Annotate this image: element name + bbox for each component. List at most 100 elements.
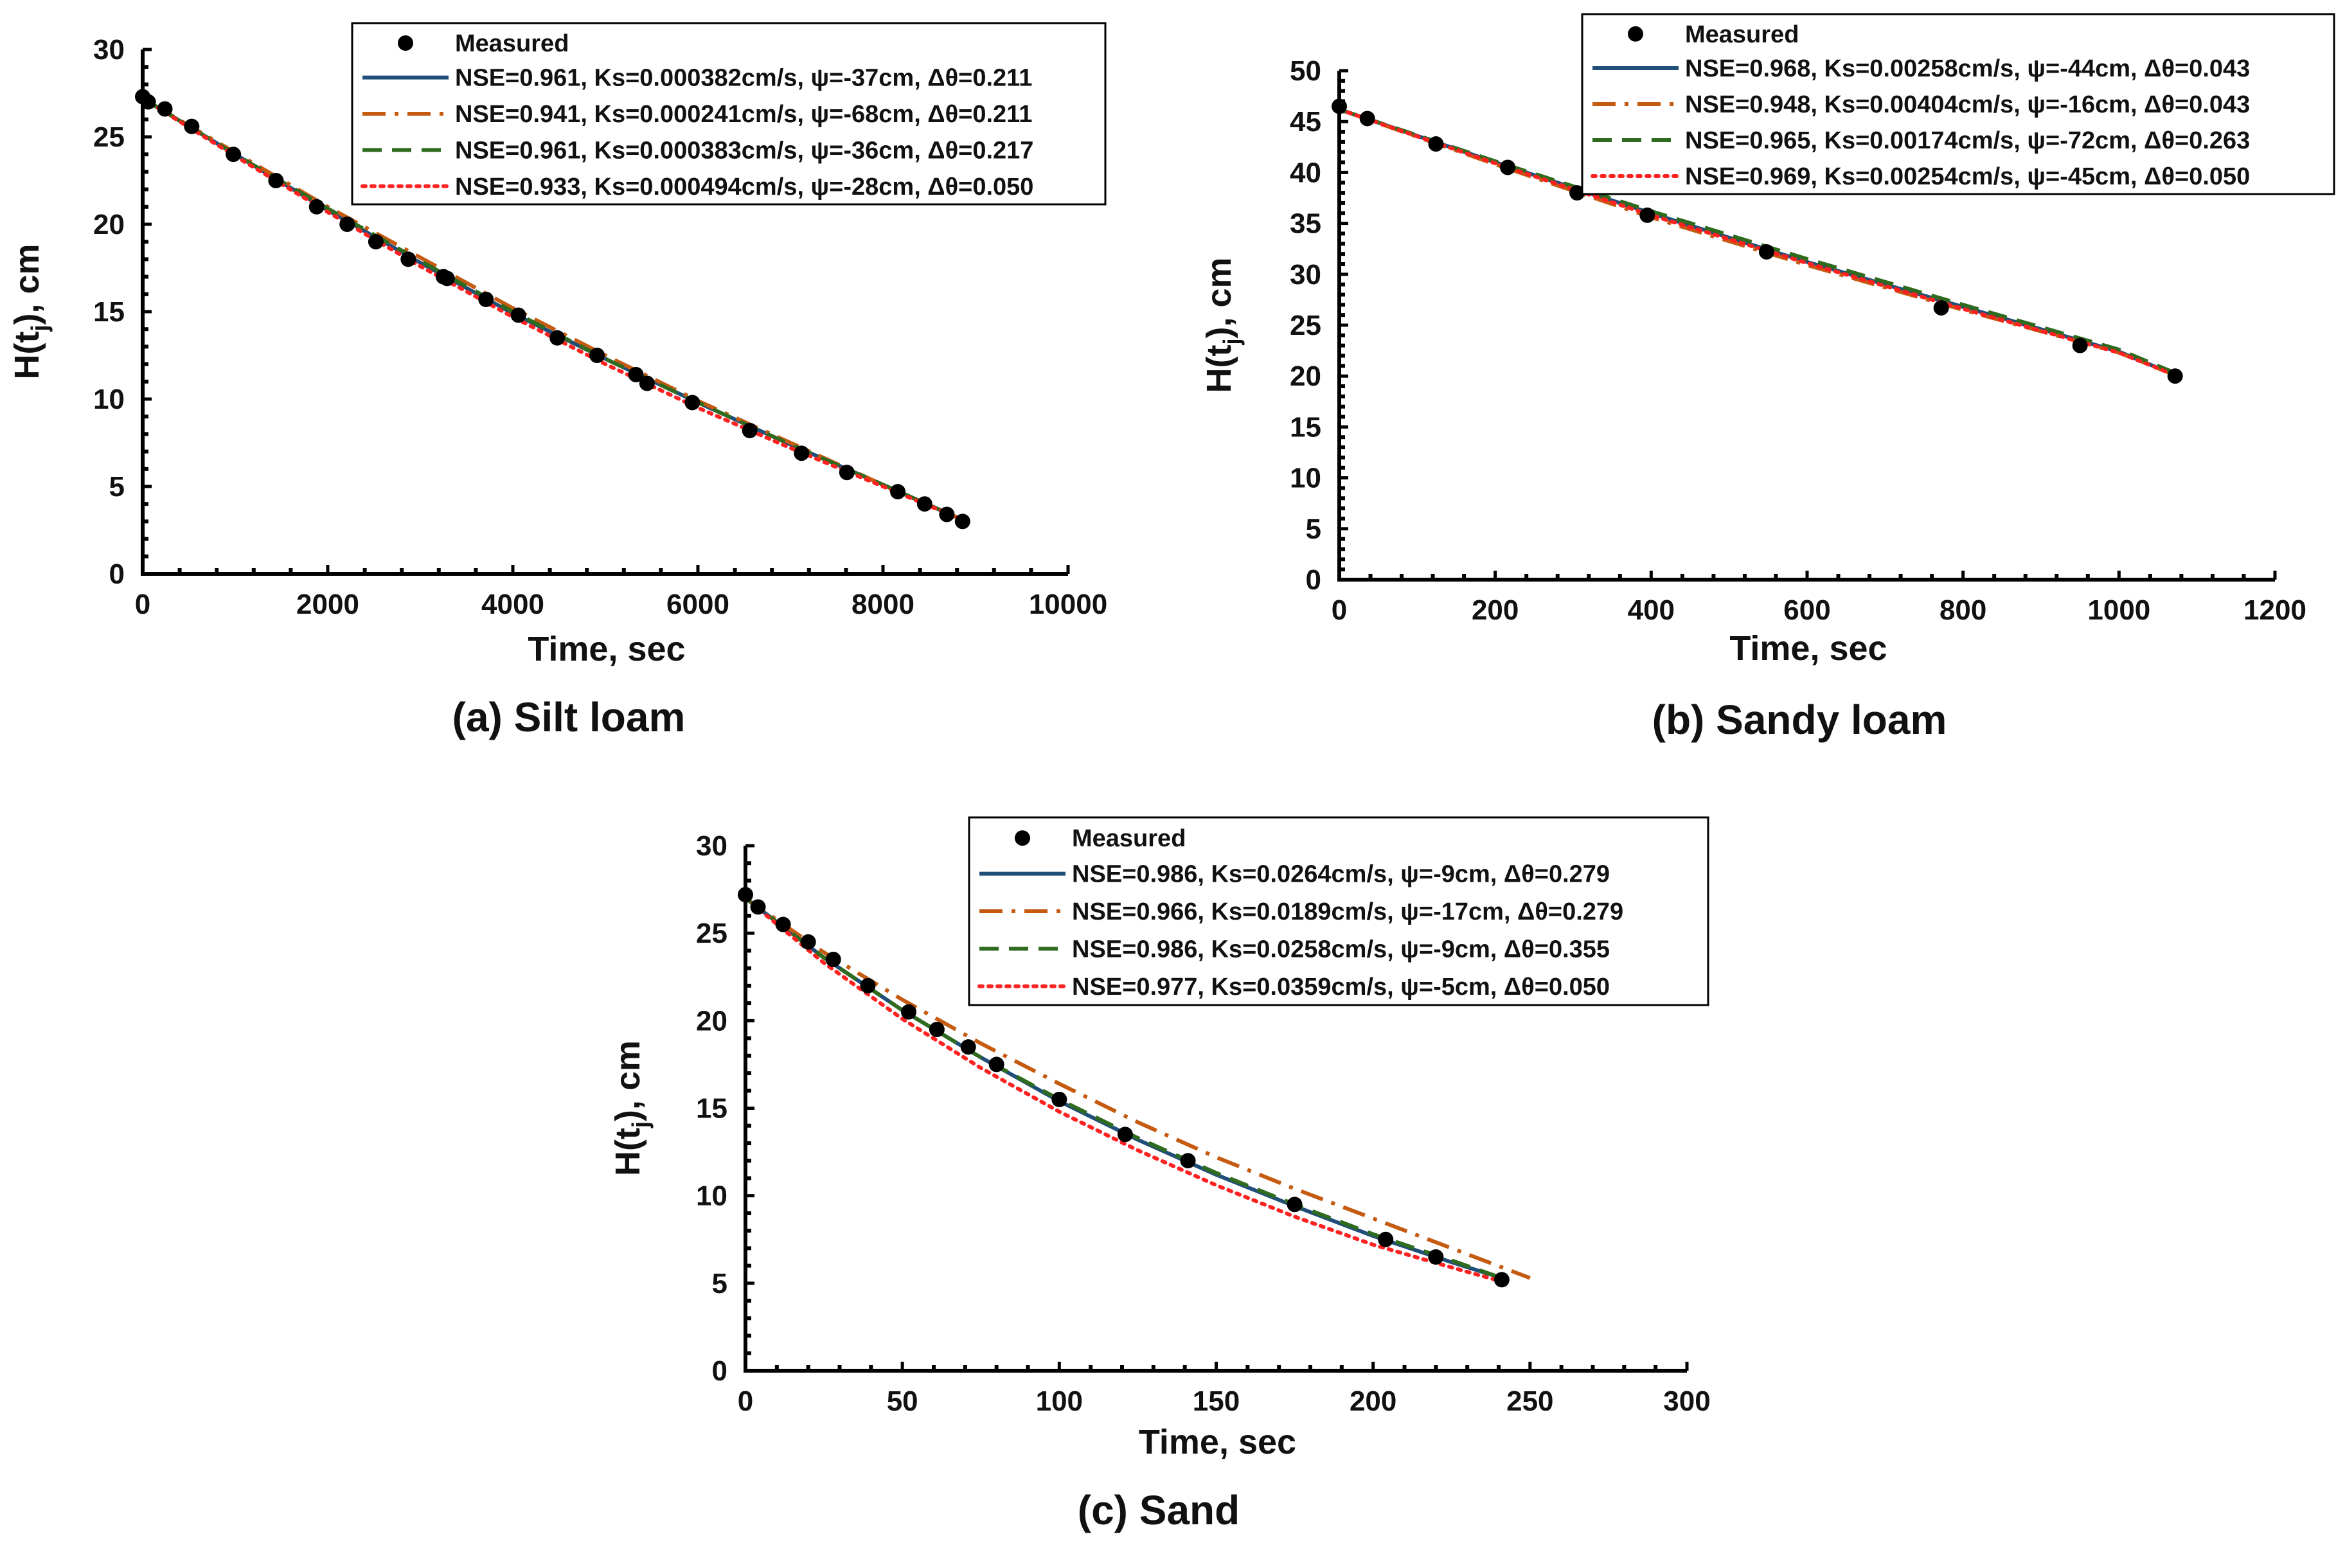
x-tick-label: 100 — [1036, 1385, 1083, 1417]
y-tick-label: 5 — [712, 1268, 727, 1299]
y-tick-label: 20 — [93, 209, 125, 240]
x-tick-label: 8000 — [852, 589, 914, 620]
x-tick-label: 1000 — [2087, 594, 2150, 626]
measured-point — [1051, 1091, 1067, 1107]
measured-point — [1287, 1197, 1303, 1213]
legend-label-3: NSE=0.965, Ks=0.00174cm/s, ψ=-72cm, Δθ=0… — [1685, 127, 2250, 154]
legend-label-2: NSE=0.948, Ks=0.00404cm/s, ψ=-16cm, Δθ=0… — [1685, 91, 2250, 118]
panel-caption: (b) Sandy loam — [1652, 697, 1947, 743]
legend-measured-marker — [1628, 26, 1643, 42]
measured-point — [268, 173, 284, 188]
measured-point — [839, 465, 855, 481]
y-tick-label: 30 — [1290, 259, 1321, 290]
measured-point — [1359, 111, 1375, 127]
x-tick-label: 200 — [1472, 594, 1519, 626]
legend-label-3: NSE=0.961, Ks=0.000383cm/s, ψ=-36cm, Δθ=… — [455, 137, 1033, 164]
chart-panel-2: 0 200 400 600 800 1000 1200 0 5 10 15 20 25 30 35 40 45 5… — [1200, 13, 2335, 743]
measured-point — [308, 199, 325, 215]
measured-point — [1569, 185, 1585, 201]
legend-measured-marker — [1015, 830, 1030, 846]
legend-measured-marker — [398, 35, 413, 51]
x-tick-label: 800 — [1939, 594, 1986, 626]
y-tick-label: 5 — [109, 471, 125, 503]
legend-box — [1581, 13, 2335, 195]
x-tick-label: 400 — [1628, 594, 1675, 626]
measured-point — [226, 147, 242, 163]
y-axis-title: H(tj), cm — [8, 244, 53, 379]
y-tick-label: 25 — [696, 918, 727, 949]
measured-point — [929, 1021, 945, 1037]
measured-point — [140, 94, 156, 110]
x-tick-label: 0 — [738, 1385, 753, 1417]
measured-point — [860, 977, 876, 993]
measured-point — [439, 271, 455, 287]
measured-point — [1378, 1231, 1394, 1247]
legend-measured-label: Measured — [1072, 825, 1186, 852]
x-tick-label: 6000 — [666, 589, 729, 620]
legend-label-1: NSE=0.961, Ks=0.000382cm/s, ψ=-37cm, Δθ=… — [455, 65, 1032, 92]
y-tick-label: 35 — [1290, 208, 1321, 240]
panel-caption: (c) Sand — [1078, 1487, 1240, 1533]
y-tick-label: 45 — [1290, 106, 1321, 138]
y-tick-label: 10 — [696, 1180, 727, 1212]
legend-label-4: NSE=0.933, Ks=0.000494cm/s, ψ=-28cm, Δθ=… — [455, 174, 1033, 200]
legend: Measured NSE=0.986, Ks=0.0264cm/s, ψ=-9cm… — [968, 816, 1709, 1006]
measured-point — [750, 899, 766, 915]
legend-measured-label: Measured — [1685, 21, 1799, 48]
y-tick-label: 5 — [1306, 513, 1321, 545]
x-tick-label: 200 — [1350, 1385, 1396, 1417]
x-axis-title: Time, sec — [528, 630, 685, 668]
x-tick-label: 250 — [1506, 1385, 1553, 1417]
measured-point — [988, 1056, 1004, 1073]
x-tick-label: 0 — [135, 589, 150, 620]
legend-label-2: NSE=0.966, Ks=0.0189cm/s, ψ=-17cm, Δθ=0.… — [1072, 898, 1623, 925]
x-tick-label: 1200 — [2243, 594, 2306, 626]
y-tick-label: 50 — [1290, 55, 1321, 87]
chart-panel-1: 0 2000 4000 6000 8000 10000 0 5 10 15 20 25 30 Time, … — [8, 22, 1107, 740]
measured-point — [2072, 337, 2088, 353]
y-tick-label: 0 — [1306, 564, 1321, 596]
measured-point — [478, 291, 494, 307]
y-tick-label: 25 — [1290, 310, 1321, 341]
x-tick-label: 4000 — [481, 589, 544, 620]
measured-point — [368, 234, 384, 250]
x-tick-label: 50 — [887, 1385, 918, 1417]
measured-point — [589, 348, 605, 363]
series-line-2 — [744, 896, 1531, 1280]
x-tick-label: 150 — [1193, 1385, 1240, 1417]
y-tick-label: 20 — [1290, 361, 1321, 392]
y-tick-label: 15 — [93, 296, 125, 328]
measured-point — [1332, 98, 1347, 114]
y-tick-label: 20 — [696, 1005, 727, 1037]
legend: Measured NSE=0.961, Ks=0.000382cm/s, ψ=-3… — [351, 22, 1107, 206]
measured-point — [339, 217, 355, 232]
legend-label-1: NSE=0.968, Ks=0.00258cm/s, ψ=-44cm, Δθ=0… — [1685, 55, 2250, 82]
measured-point — [157, 101, 173, 117]
measured-point — [954, 513, 970, 530]
y-tick-label: 40 — [1290, 157, 1321, 188]
legend: Measured NSE=0.968, Ks=0.00258cm/s, ψ=-44… — [1581, 13, 2335, 195]
y-tick-label: 25 — [93, 121, 125, 153]
measured-point — [890, 484, 906, 500]
panels: 0 2000 4000 6000 8000 10000051015202530Time, … — [8, 13, 2335, 1533]
legend-measured-label: Measured — [455, 30, 569, 57]
y-tick-label: 30 — [93, 34, 125, 66]
y-axis-title: H(tj), cm — [1200, 257, 1245, 393]
measured-point — [738, 887, 753, 903]
measured-point — [1639, 207, 1655, 223]
legend-box — [351, 22, 1107, 206]
x-axis-title: Time, sec — [1139, 1423, 1296, 1461]
measured-point — [628, 366, 644, 382]
y-tick-label: 15 — [1290, 411, 1321, 443]
measured-point — [1493, 1272, 1510, 1288]
measured-point — [900, 1004, 916, 1020]
legend-label-2: NSE=0.941, Ks=0.000241cm/s, ψ=-68cm, Δθ=… — [455, 101, 1032, 128]
x-tick-label: 2000 — [296, 589, 359, 620]
measured-point — [939, 506, 955, 522]
measured-point — [1933, 300, 1949, 316]
y-axis-title: H(tj), cm — [609, 1040, 654, 1176]
measured-point — [960, 1039, 976, 1055]
legend-label-1: NSE=0.986, Ks=0.0264cm/s, ψ=-9cm, Δθ=0.2… — [1072, 861, 1610, 888]
